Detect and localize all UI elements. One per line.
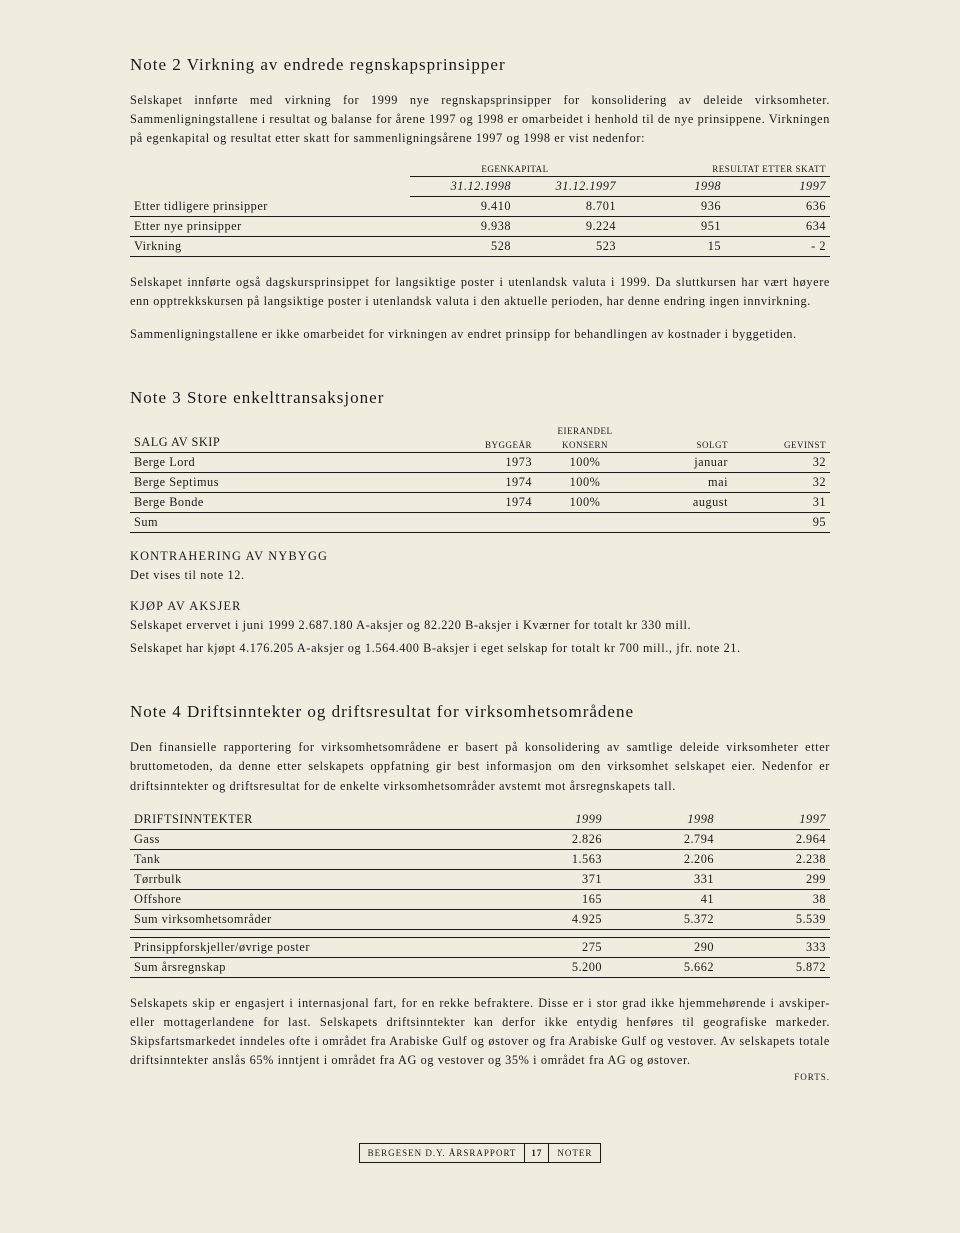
t1-group1: EGENKAPITAL [410,162,620,177]
t3-h2: 1998 [606,810,718,830]
table-row: Berge Septimus 1974 100% mai 32 [130,473,830,493]
t1-h1: 31.12.1998 [410,177,515,197]
footer-left: BERGESEN D.Y. ÅRSRAPPORT [360,1144,525,1162]
t2-h1: BYGGEÅR [438,438,536,453]
table-row: Prinsippforskjeller/øvrige poster 275 29… [130,937,830,957]
table-row: Etter nye prinsipper 9.938 9.224 951 634 [130,217,830,237]
table-total-row: Sum årsregnskap 5.200 5.662 5.872 [130,957,830,977]
footer-page: 17 [524,1144,549,1162]
salg-label: SALG AV SKIP [130,424,438,453]
table-total-row: Sum 95 [130,513,830,533]
table-row: Berge Bonde 1974 100% august 31 [130,493,830,513]
forts-label: FORTS. [130,1072,830,1082]
t3-h1: 1999 [494,810,606,830]
table-driftsinntekter: DRIFTSINNTEKTER 1999 1998 1997 Gass 2.82… [130,810,830,978]
t1-h2: 31.12.1997 [515,177,620,197]
t2-h2b: KONSERN [536,438,634,453]
kjop-p2: Selskapet har kjøpt 4.176.205 A-aksjer o… [130,639,830,658]
note4-title: Note 4 Driftsinntekter og driftsresultat… [130,702,830,722]
kontrahering-head: KONTRAHERING AV NYBYGG [130,549,830,564]
table-row: Tank 1.563 2.206 2.238 [130,849,830,869]
table-row: Tørrbulk 371 331 299 [130,869,830,889]
t2-h2a: EIERANDEL [536,424,634,438]
table-row: Berge Lord 1973 100% januar 32 [130,453,830,473]
t2-h4: GEVINST [732,438,830,453]
table-subtotal-row: Sum virksomhetsområder 4.925 5.372 5.539 [130,909,830,929]
note2-p2: Selskapet innførte også dagskursprinsipp… [130,273,830,311]
kjop-p1: Selskapet ervervet i juni 1999 2.687.180… [130,616,830,635]
table-total-row: Virkning 528 523 15 - 2 [130,237,830,257]
note4-p1: Den finansielle rapportering for virksom… [130,738,830,795]
kjop-head: KJØP AV AKSJER [130,599,830,614]
note2-p3: Sammenligningstallene er ikke omarbeidet… [130,325,830,344]
note2-p1: Selskapet innførte med virkning for 1999… [130,91,830,148]
t2-h3: SOLGT [634,438,732,453]
table-salg-skip: SALG AV SKIP EIERANDEL BYGGEÅR KONSERN S… [130,424,830,533]
table-egenkapital: EGENKAPITAL RESULTAT ETTER SKATT 31.12.1… [130,162,830,257]
t1-group2: RESULTAT ETTER SKATT [620,162,830,177]
table-row: Offshore 165 41 38 [130,889,830,909]
table-row: Gass 2.826 2.794 2.964 [130,829,830,849]
kontrahering-text: Det vises til note 12. [130,566,830,585]
t3-h3: 1997 [718,810,830,830]
t1-h3: 1998 [620,177,725,197]
page-footer: BERGESEN D.Y. ÅRSRAPPORT17NOTER [130,1142,830,1163]
table-row: Etter tidligere prinsipper 9.410 8.701 9… [130,197,830,217]
t3-head: DRIFTSINNTEKTER [130,810,494,830]
footer-right: NOTER [549,1144,600,1162]
note3-title: Note 3 Store enkelttransaksjoner [130,388,830,408]
t1-h4: 1997 [725,177,830,197]
note2-title: Note 2 Virkning av endrede regnskapsprin… [130,55,830,75]
note4-p2: Selskapets skip er engasjert i internasj… [130,994,830,1070]
